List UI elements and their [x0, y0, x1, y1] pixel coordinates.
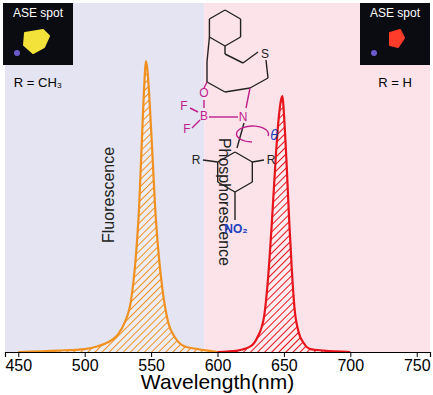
inset-photo: [360, 3, 430, 65]
bond: [207, 37, 209, 62]
inset-caption: R = CH₃: [14, 75, 62, 90]
atom-label: NO₂: [224, 222, 247, 236]
tick-mark: [18, 352, 19, 357]
bond: [225, 10, 241, 19]
bond: [224, 46, 225, 54]
bond: [209, 37, 225, 46]
atom-label: F: [180, 99, 187, 113]
light-dot: [371, 50, 377, 56]
light-dot: [14, 50, 20, 56]
tick-label: 750: [404, 357, 431, 374]
region-label: Fluorescence: [100, 147, 117, 243]
tick: 450: [5, 352, 32, 374]
bond: [218, 182, 235, 192]
spectrum-area: [18, 61, 217, 352]
bond: [246, 88, 250, 108]
inset-caption: R = H: [378, 75, 412, 90]
bond: [266, 60, 268, 78]
tick: 700: [337, 352, 364, 374]
atom-label: O: [199, 86, 208, 100]
bond: [237, 123, 244, 148]
atom-label: R: [192, 153, 201, 167]
structure: S OB N FF R R NO₂ θ: [180, 10, 278, 236]
x-axis-title: Wavelength(nm): [141, 370, 294, 393]
bond: [252, 160, 264, 162]
bond: [235, 182, 252, 192]
atom-label: R: [267, 153, 276, 167]
tick-mark: [350, 352, 351, 357]
tick: 500: [72, 352, 99, 374]
atom-label: F: [183, 122, 190, 136]
bond: [192, 120, 200, 128]
inset-title: ASE spot: [370, 6, 421, 20]
spectrum-area: [218, 96, 351, 352]
tick-mark: [151, 352, 152, 357]
bond: [217, 162, 218, 182]
bond: [252, 162, 253, 182]
chart: FluorescencePhosphorescence4505005506006…: [0, 0, 433, 395]
bond: [218, 152, 235, 162]
atom-label: N: [239, 110, 248, 124]
region-label: Phosphorescence: [216, 138, 233, 266]
spectrum-line: [218, 96, 351, 352]
atom-label: S: [261, 47, 269, 61]
tick-mark: [218, 352, 219, 357]
tick-mark: [85, 352, 86, 357]
bond: [209, 19, 210, 37]
tick-label: 700: [337, 357, 364, 374]
inset-title: ASE spot: [13, 6, 64, 20]
bond: [243, 52, 258, 63]
tick-label: 450: [5, 357, 32, 374]
ase-spot: [390, 30, 404, 47]
tick-label: 500: [72, 357, 99, 374]
bond: [225, 88, 250, 92]
bond: [234, 192, 235, 220]
bond: [207, 82, 225, 92]
atom-label: B: [200, 109, 208, 123]
bond: [250, 78, 268, 88]
axis-line: [6, 353, 431, 358]
bond: [203, 160, 218, 162]
bond: [190, 108, 198, 112]
inset: ASE spot R = CH₃: [3, 3, 73, 90]
region-band: [204, 3, 430, 352]
inset-photo: [3, 3, 73, 65]
bond: [203, 100, 204, 108]
bond: [206, 62, 207, 82]
bond: [209, 10, 225, 19]
bond: [225, 54, 243, 63]
tick-mark: [284, 352, 285, 357]
bond: [209, 116, 238, 117]
ase-spot: [24, 30, 49, 53]
inset: ASE spot R = H: [360, 3, 430, 90]
tick: 750: [404, 352, 431, 374]
rotation-arrow: [237, 126, 269, 142]
bond: [240, 19, 241, 37]
bond: [225, 37, 241, 46]
bond: [235, 152, 252, 162]
tick-mark: [417, 352, 418, 357]
atom-label: θ: [270, 127, 278, 143]
spectrum-line: [18, 61, 217, 352]
